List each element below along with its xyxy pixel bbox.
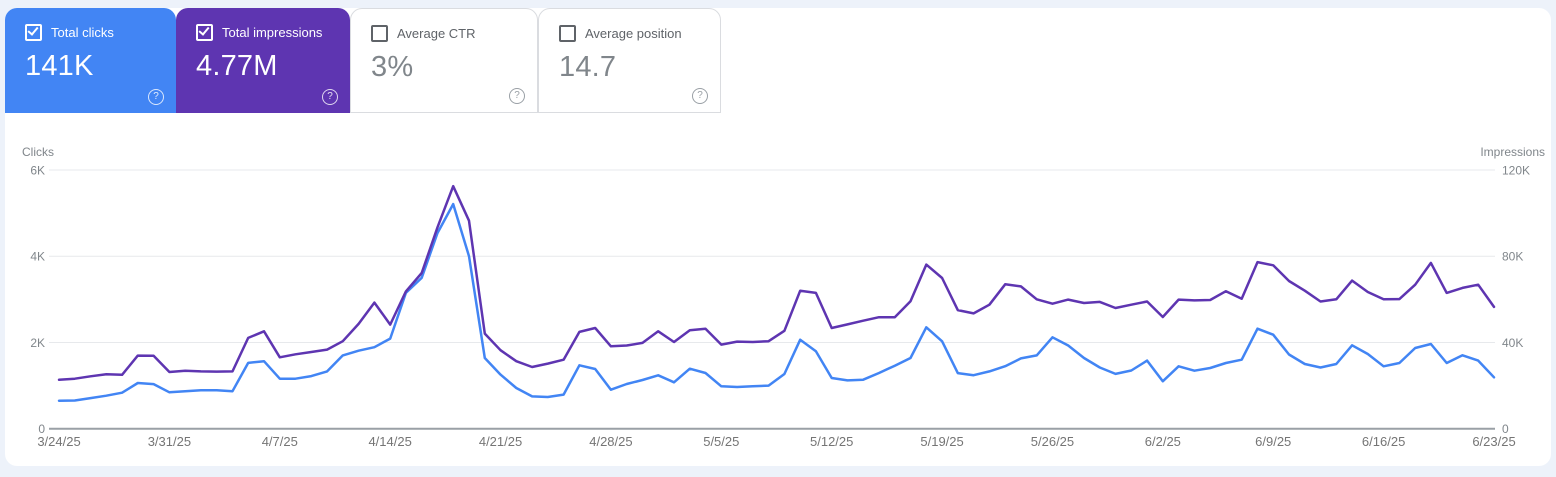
tile-average-ctr[interactable]: Average CTR 3% ? [350,8,538,113]
x-tick-label: 5/19/25 [920,434,963,449]
tile-value: 14.7 [559,51,617,83]
tile-value: 4.77M [196,50,278,82]
y-tick-left: 6K [30,164,45,178]
chart-svg[interactable]: 6K 120K 4K 80K 2K 40K 0 0 Clicks Impressions 3/24/… [5,138,1556,477]
clicks-axis-title: Clicks [22,145,54,159]
impressions-axis-title: Impressions [1480,145,1545,159]
help-icon[interactable]: ? [148,89,164,105]
x-tick-label: 3/31/25 [148,434,191,449]
tile-total-impressions[interactable]: Total impressions 4.77M ? [176,8,350,113]
clicks-line [57,202,1496,402]
metric-tiles: Total clicks 141K ? Total impressions 4.… [5,8,1551,113]
x-tick-label: 6/9/25 [1255,434,1291,449]
x-tick-label: 6/23/25 [1472,434,1515,449]
tile-label: Total impressions [222,25,323,40]
x-tick-label: 3/24/25 [37,434,80,449]
average-ctr-checkbox[interactable] [371,25,388,42]
y-tick-right: 80K [1502,250,1523,264]
total-impressions-checkbox[interactable] [196,24,213,41]
y-tick-left: 2K [30,336,45,350]
performance-chart[interactable]: 6K 120K 4K 80K 2K 40K 0 0 Clicks Impressions 3/24/… [5,138,1556,477]
tile-total-clicks[interactable]: Total clicks 141K ? [5,8,176,113]
performance-panel: Total clicks 141K ? Total impressions 4.… [5,8,1551,466]
tile-header: Total impressions [196,24,350,41]
help-icon[interactable]: ? [509,88,525,104]
average-position-checkbox[interactable] [559,25,576,42]
x-tick-label: 4/14/25 [368,434,411,449]
x-tick-label: 6/2/25 [1145,434,1181,449]
tile-label: Total clicks [51,25,114,40]
help-icon[interactable]: ? [322,89,338,105]
tile-header: Total clicks [25,24,176,41]
x-tick-label: 5/12/25 [810,434,853,449]
y-tick-right: 120K [1502,164,1530,178]
tile-value: 141K [25,50,94,82]
y-tick-left: 0 [38,422,45,436]
x-tick-label: 5/26/25 [1031,434,1074,449]
x-tick-label: 4/28/25 [589,434,632,449]
tile-average-position[interactable]: Average position 14.7 ? [538,8,721,113]
help-icon[interactable]: ? [692,88,708,104]
tile-label: Average CTR [397,26,476,41]
y-tick-right: 40K [1502,336,1523,350]
total-clicks-checkbox[interactable] [25,24,42,41]
tile-header: Average position [559,25,720,42]
x-tick-label: 4/7/25 [262,434,298,449]
tile-label: Average position [585,26,682,41]
tile-value: 3% [371,51,414,83]
y-tick-right: 0 [1502,422,1509,436]
y-tick-left: 4K [30,250,45,264]
x-tick-label: 4/21/25 [479,434,522,449]
tile-header: Average CTR [371,25,537,42]
x-tick-label: 6/16/25 [1362,434,1405,449]
x-tick-label: 5/5/25 [703,434,739,449]
impressions-line [57,184,1496,382]
